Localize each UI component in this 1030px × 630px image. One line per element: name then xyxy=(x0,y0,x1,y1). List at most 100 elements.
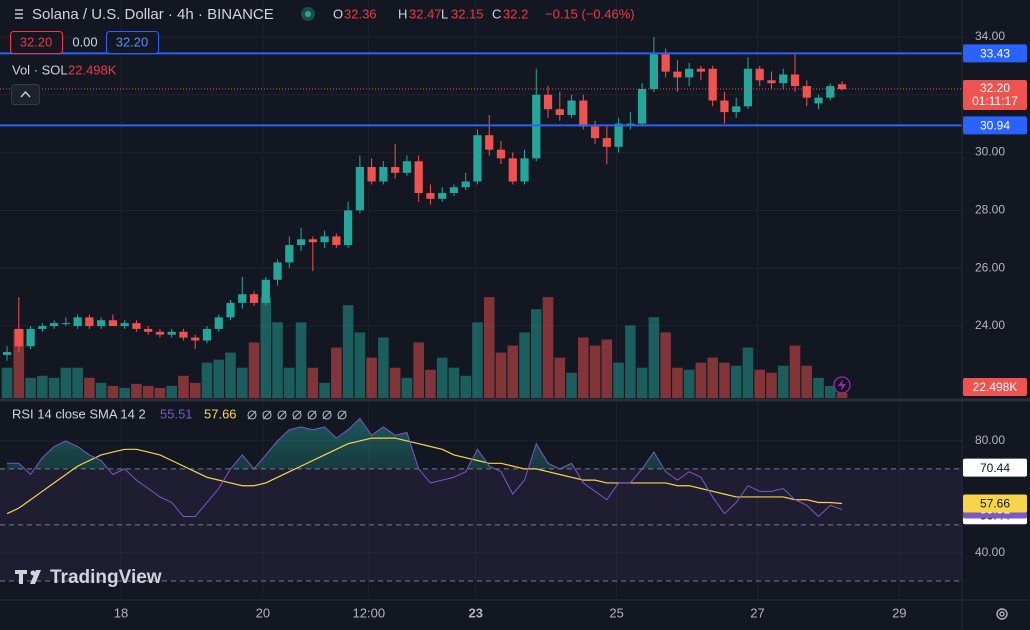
volume-bar xyxy=(589,345,601,398)
grid xyxy=(0,0,962,600)
candle-body xyxy=(14,328,23,347)
rsi-last-label-text: 57.66 xyxy=(980,497,1010,511)
volume-bar xyxy=(754,369,766,398)
candle-body xyxy=(85,317,94,327)
candle-body xyxy=(191,337,200,341)
watermark: TradingView xyxy=(50,567,162,588)
candle-body xyxy=(202,328,212,341)
rsi-marker-label: 70.44 xyxy=(963,458,1027,477)
candle-body xyxy=(449,187,459,194)
y-tick-label: 80.00 xyxy=(975,433,1005,447)
volume-bar xyxy=(695,362,707,398)
volume-bar xyxy=(95,382,107,398)
symbol-title: Solana / U.S. Dollar · 4h · BINANCE xyxy=(32,6,274,23)
volume-bar xyxy=(331,347,342,398)
volume-bar xyxy=(777,365,789,398)
volume-bar xyxy=(342,305,354,398)
y-tick-label: 34.00 xyxy=(975,29,1005,43)
volume-bar xyxy=(483,297,495,398)
candle-body xyxy=(49,323,59,327)
rsi-marker-label-box xyxy=(963,458,1027,477)
buy-price: 32.20 xyxy=(116,34,149,49)
ohlc-letter: L xyxy=(441,6,448,21)
volume-bar xyxy=(801,365,813,398)
market-status-dot xyxy=(305,11,311,17)
candle-body xyxy=(144,328,153,332)
candle-body xyxy=(779,74,788,84)
rsi-value: 55.51 xyxy=(160,406,193,421)
candle-body xyxy=(602,138,611,147)
volume-layer xyxy=(1,297,848,398)
candle-body xyxy=(155,331,165,335)
last-price-box xyxy=(963,79,1027,110)
x-tick-label: 29 xyxy=(892,605,906,620)
collapse-button[interactable] xyxy=(11,84,40,105)
candle-body xyxy=(26,328,35,347)
rsi-sma-line xyxy=(6,437,843,515)
candle-body xyxy=(296,239,306,246)
candle-body xyxy=(661,54,670,72)
volume-bar xyxy=(789,345,801,398)
volume-bar xyxy=(72,367,83,398)
candle-body xyxy=(108,320,118,327)
volume-bar xyxy=(707,357,718,398)
candle-body xyxy=(696,68,706,72)
axis-layer: 24.0026.0028.0030.0032.0034.00182012:002… xyxy=(114,29,1027,620)
candle-body xyxy=(732,106,741,113)
y-tick-label: 40.00 xyxy=(975,545,1005,559)
candle-body xyxy=(273,262,282,280)
candle-body xyxy=(626,123,635,125)
y-tick-label: 24.00 xyxy=(975,318,1005,332)
na-icons xyxy=(247,410,347,420)
candle-body xyxy=(685,68,694,78)
volume-bar xyxy=(824,385,836,398)
price-layer xyxy=(0,36,962,361)
hamburger-icon[interactable] xyxy=(15,9,23,19)
ohlc-letter: O xyxy=(333,6,343,21)
candle-body xyxy=(496,149,506,159)
x-tick-label: 23 xyxy=(468,605,482,620)
volume-bar xyxy=(495,352,507,398)
volume-bar xyxy=(366,357,377,398)
spread: 0.00 xyxy=(72,34,97,49)
volume-bar xyxy=(530,309,542,398)
volume-bar xyxy=(460,375,472,398)
rsi-title: RSI 14 close SMA 14 2 xyxy=(12,406,146,421)
candle-body xyxy=(214,317,223,329)
candle-body xyxy=(743,68,753,107)
candle-body xyxy=(132,323,141,329)
volume-bar xyxy=(13,329,25,398)
volume-bar xyxy=(178,375,189,398)
volume-bar xyxy=(436,357,448,398)
sell-price: 32.20 xyxy=(20,34,53,49)
settings-icon[interactable] xyxy=(996,608,1008,620)
ohlc-value: 32.36 xyxy=(344,6,377,21)
volume-bar xyxy=(236,367,248,398)
candle-body xyxy=(367,167,376,182)
volume-bar xyxy=(742,347,754,398)
volume-bar xyxy=(284,367,295,398)
volume-bar xyxy=(307,367,319,398)
candle-body xyxy=(720,100,729,113)
candle-body xyxy=(590,126,600,139)
volume-bar xyxy=(672,367,683,398)
volume-value: 22.498K xyxy=(68,62,117,77)
rsi-last-label-box xyxy=(963,494,1027,513)
volume-bar xyxy=(154,387,166,398)
candle-body xyxy=(391,167,400,173)
rsi-last-label: 57.66 xyxy=(963,494,1027,513)
volume-bar xyxy=(413,342,424,398)
volume-bar xyxy=(295,322,307,398)
countdown: 01:11:17 xyxy=(972,94,1018,108)
candle-body xyxy=(532,94,541,159)
volume-bar xyxy=(519,332,530,398)
volume-bar xyxy=(660,332,671,398)
ohlc-letter: H xyxy=(398,6,407,21)
y-tick-label: 28.00 xyxy=(975,203,1005,217)
volume-bar xyxy=(25,377,36,398)
ohlc-value: 32.2 xyxy=(503,6,528,21)
sell-button[interactable] xyxy=(10,31,63,54)
buy-button[interactable] xyxy=(106,31,159,54)
hline-label: 30.94 xyxy=(963,116,1027,135)
x-tick-label: 18 xyxy=(114,605,128,620)
